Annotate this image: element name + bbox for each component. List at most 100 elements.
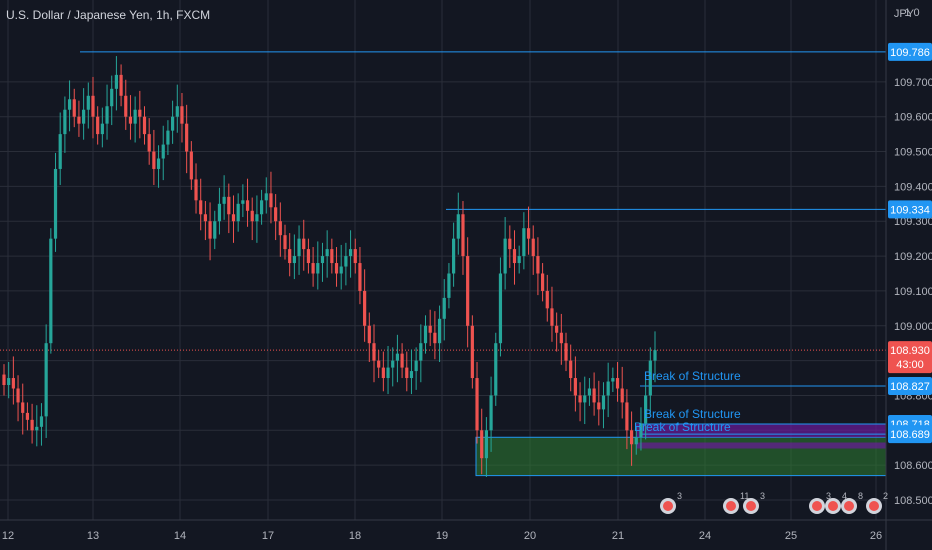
currency-label[interactable]: JPY: [893, 8, 914, 20]
price-axis[interactable]: 109.700 109.600 109.500 109.400 109.300 109.2…: [885, 0, 932, 550]
candle-body: [559, 332, 563, 344]
candle-body: [569, 360, 573, 379]
candle-body: [447, 273, 451, 298]
candle-body: [452, 238, 456, 274]
candle-body: [540, 273, 545, 291]
candle-body: [189, 151, 193, 180]
candle-body: [166, 130, 170, 145]
y-tick-label: 109.300: [894, 216, 932, 228]
candle-body: [96, 116, 100, 135]
event-flag-dot: [746, 501, 756, 511]
candle-body: [274, 207, 278, 222]
candle-body: [199, 200, 203, 215]
y-tick-label: 109.200: [894, 251, 932, 263]
event-flag-dot: [844, 501, 854, 511]
current-price-tag: [888, 341, 932, 374]
level-price-label: 109.786: [890, 47, 930, 59]
candle-body: [185, 123, 189, 152]
candle-body: [316, 263, 320, 274]
candle-body: [114, 74, 119, 89]
candle-body: [358, 263, 362, 291]
candle-body: [283, 235, 287, 250]
x-tick-label: 13: [87, 530, 99, 542]
candle-body: [391, 360, 395, 368]
candle-body: [236, 203, 240, 222]
candle-body: [325, 249, 329, 257]
candle-body: [250, 210, 254, 222]
x-tick-label: 17: [262, 530, 274, 542]
chart-title: U.S. Dollar / Japanese Yen, 1h, FXCM: [6, 8, 211, 22]
event-count: 3: [760, 491, 765, 501]
candle-body: [180, 106, 184, 124]
candle-body: [264, 193, 268, 201]
candle-body: [72, 99, 76, 117]
break-of-structure-label: Break of Structure: [644, 369, 741, 383]
candle-body: [517, 256, 521, 264]
event-badges[interactable]: 3 11 3 3 4 8 2: [660, 491, 888, 514]
candle-body: [428, 325, 432, 333]
candle-body: [653, 350, 657, 361]
candle-body: [320, 256, 325, 264]
candle-body: [629, 430, 634, 445]
candle-body: [306, 249, 311, 264]
candle-body: [119, 74, 123, 96]
candle-body: [297, 238, 301, 257]
candle-body: [470, 325, 474, 379]
candle-body: [414, 360, 418, 372]
candle-body: [377, 360, 381, 368]
y-tick-label: 109.600: [894, 112, 932, 124]
event-count: 2: [883, 491, 888, 501]
event-count: 3: [677, 491, 682, 501]
candle-body: [288, 249, 292, 264]
candle-body: [227, 196, 231, 215]
candle-body: [615, 378, 620, 389]
y-tick-label: 109.500: [894, 147, 932, 159]
level-lines: [0, 51, 886, 435]
countdown-label: 43:00: [896, 359, 924, 371]
event-flag-dot: [869, 501, 879, 511]
level-price-tag: [888, 377, 932, 396]
candle-body: [161, 144, 165, 159]
candle-body: [639, 423, 643, 438]
candle-body: [564, 343, 568, 361]
candle-body: [156, 158, 161, 169]
candle-body: [620, 388, 624, 403]
candle-body: [625, 402, 629, 431]
x-tick-label: 26: [870, 530, 882, 542]
candle-body: [512, 249, 517, 264]
candle-body: [124, 95, 128, 117]
candle-body: [231, 214, 236, 222]
x-tick-label: 14: [174, 530, 186, 542]
candle-body: [461, 214, 465, 257]
candle-body: [405, 367, 409, 379]
candle-body: [498, 273, 503, 344]
candle-body: [550, 308, 554, 326]
y-tick-label: 108.500: [894, 495, 932, 507]
event-flag-dot: [812, 501, 822, 511]
candle-body: [442, 297, 446, 319]
candle-body: [63, 109, 67, 135]
x-tick-label: 24: [699, 530, 711, 542]
candle-body: [526, 228, 531, 239]
candle-body: [419, 343, 423, 361]
candle-body: [456, 214, 460, 239]
candle-body: [386, 367, 390, 379]
event-flag-dot: [726, 501, 736, 511]
event-count: 3: [826, 491, 831, 501]
candle-body: [133, 109, 137, 124]
candle-body: [147, 134, 151, 152]
candle-body: [601, 395, 606, 410]
y-tick-label: 108.600: [894, 460, 932, 472]
axis-top-digits: 1 0: [904, 7, 919, 19]
candle-body: [110, 88, 114, 107]
candle-body: [194, 179, 198, 201]
time-axis[interactable]: 12 13 14 17 18 19 20 21 24 25 26: [0, 519, 932, 542]
y-tick-label: 109.400: [894, 181, 932, 193]
event-count: 8: [858, 491, 863, 501]
candle-body: [578, 395, 582, 403]
candle-body: [39, 416, 44, 427]
level-price-label: 108.689: [890, 429, 930, 441]
event-count: 11: [740, 491, 749, 501]
candle-body: [278, 221, 282, 236]
